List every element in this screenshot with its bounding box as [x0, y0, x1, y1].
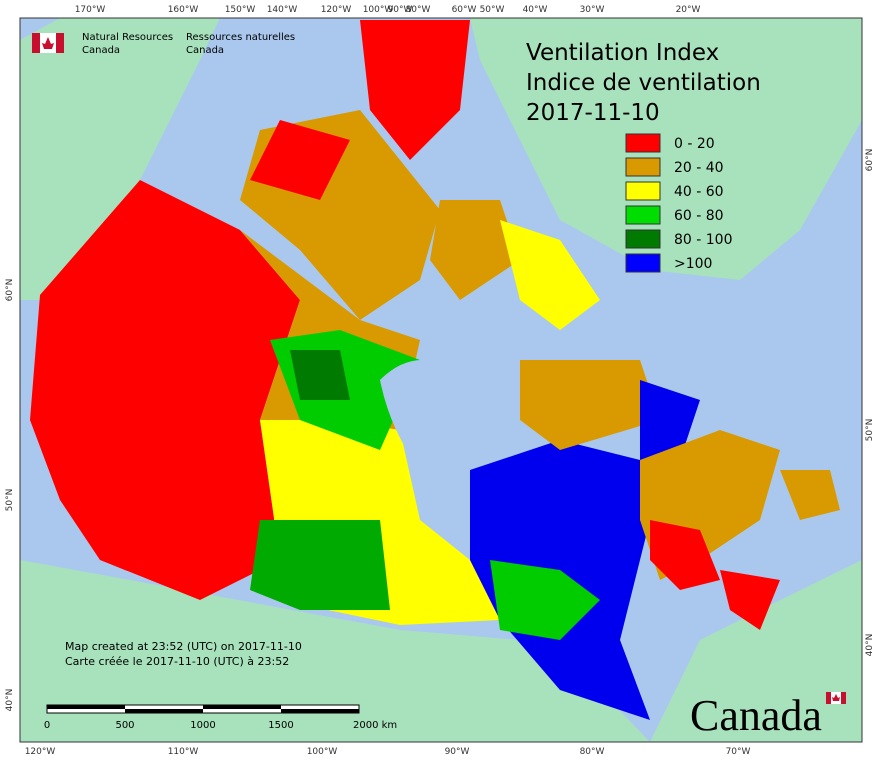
- legend-label: 60 - 80: [674, 208, 724, 224]
- bottom-graticule-label: 120°W: [25, 747, 56, 757]
- region-orange-baffin: [430, 200, 520, 300]
- top-graticule-label: 170°W: [75, 5, 106, 15]
- top-graticule-label: 90°W: [388, 5, 413, 15]
- top-graticule-label: 100°W: [363, 5, 394, 15]
- agency-en: Natural Resources: [82, 32, 173, 43]
- map-border: [19, 17, 863, 743]
- region-red-west: [30, 180, 300, 600]
- top-graticule-label: 120°W: [321, 5, 352, 15]
- left-graticule-label: 40°N: [5, 689, 15, 712]
- legend-swatch: [625, 133, 661, 153]
- top-graticule-label: 60°W: [452, 5, 477, 15]
- left-graticule-label: 60°N: [5, 279, 15, 302]
- region-red-islands: [250, 120, 350, 200]
- legend-label: >100: [674, 256, 712, 272]
- bottom-graticule-label: 90°W: [445, 747, 470, 757]
- region-red-ellesmere: [360, 20, 470, 160]
- region-dkgreen: [290, 350, 350, 400]
- alaska-far: [20, 18, 220, 300]
- top-graticule-label: 30°W: [580, 5, 605, 15]
- usa: [20, 560, 650, 742]
- scale-label: 1500: [268, 720, 293, 731]
- left-graticule-label: 50°N: [5, 489, 15, 512]
- legend-label: 40 - 60: [674, 184, 724, 200]
- bottom-graticule-label: 100°W: [307, 747, 338, 757]
- agency-fr-2: Canada: [186, 45, 224, 56]
- top-graticule-label: 160°W: [168, 5, 199, 15]
- top-graticule-label: 80°W: [406, 5, 431, 15]
- legend-swatch: [625, 157, 661, 177]
- scale-label: 0: [44, 720, 50, 731]
- legend-swatch: [625, 181, 661, 201]
- scale-label: 1000: [190, 720, 215, 731]
- top-graticule-label: 40°W: [523, 5, 548, 15]
- hudson-bay-main: [380, 360, 485, 470]
- agency-fr: Ressources naturelles: [186, 32, 295, 43]
- region-red-ns: [720, 570, 780, 630]
- map-note: Carte créée le 2017-11-10 (UTC) à 23:52: [65, 655, 289, 668]
- legend-label: 80 - 100: [674, 232, 733, 248]
- right-graticule-label: 60°N: [865, 149, 875, 172]
- top-graticule-label: 20°W: [676, 5, 701, 15]
- legend-label: 0 - 20: [674, 136, 715, 152]
- legend-swatch: [625, 229, 661, 249]
- scale-bar: [46, 704, 360, 714]
- agency-en-2: Canada: [82, 45, 120, 56]
- right-graticule-label: 50°N: [865, 419, 875, 442]
- title-line: Ventilation Index: [526, 40, 719, 66]
- scale-label: 2000 km: [353, 720, 397, 731]
- title-line: 2017-11-10: [526, 100, 660, 126]
- top-graticule-label: 150°W: [225, 5, 256, 15]
- wordmark-flag: [826, 692, 846, 704]
- map-note: Map created at 23:52 (UTC) on 2017-11-10: [65, 640, 302, 653]
- usa-east: [650, 560, 862, 742]
- legend-label: 20 - 40: [674, 160, 724, 176]
- map-body: [20, 18, 862, 742]
- right-graticule-label: 40°N: [865, 634, 875, 657]
- legend-swatch: [625, 253, 661, 273]
- region-nl: [780, 470, 840, 520]
- legend-swatch: [625, 205, 661, 225]
- bottom-graticule-label: 110°W: [168, 747, 199, 757]
- dynamic: Ventilation Index Indice de ventilation 20…: [5, 5, 875, 757]
- canada-wordmark: Canada: [690, 691, 822, 740]
- region-blue-labrador: [640, 380, 700, 460]
- top-graticule-label: 50°W: [480, 5, 505, 15]
- region-yellow-baffin: [500, 220, 600, 330]
- bottom-graticule-label: 70°W: [726, 747, 751, 757]
- region-red-maritimes: [650, 520, 720, 590]
- scale-label: 500: [115, 720, 134, 731]
- region-green-on: [490, 560, 600, 640]
- greenland: [470, 18, 862, 280]
- title-line: Indice de ventilation: [526, 70, 761, 96]
- region-green-prairie: [250, 520, 390, 610]
- bottom-graticule-label: 80°W: [580, 747, 605, 757]
- region-orange-labrador: [520, 360, 660, 450]
- nrcan-flag: [32, 33, 64, 53]
- top-graticule-label: 140°W: [267, 5, 298, 15]
